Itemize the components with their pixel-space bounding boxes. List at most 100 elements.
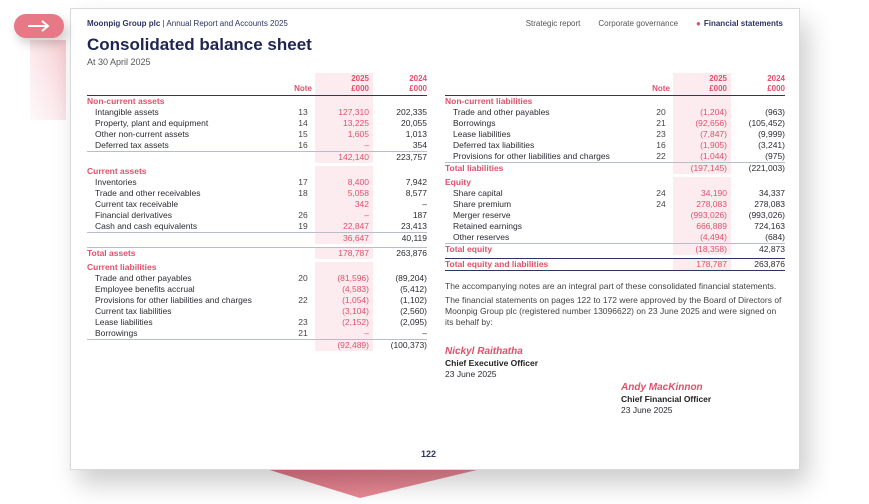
table-row: Lease liabilities 23 (7,847) (9,999): [445, 129, 785, 140]
company-name: Moonpig Group plc: [87, 18, 161, 28]
arrow-right-icon: [28, 20, 50, 32]
signatory-name: Nickyl Raithatha: [445, 346, 523, 357]
signatory-date: 23 June 2025: [621, 405, 673, 415]
section-heading: Equity: [445, 177, 785, 188]
value-2025: (4,494): [673, 232, 731, 243]
value-2025: (1,054): [315, 295, 373, 306]
value-2024: 23,413: [401, 221, 427, 231]
nav-strategic-report[interactable]: Strategic report: [526, 19, 581, 28]
table-row: Other reserves (4,494) (684): [445, 232, 785, 243]
row-label: Other reserves: [453, 232, 510, 242]
signatory-ceo: Nickyl Raithatha Chief Executive Officer…: [445, 345, 538, 380]
table-row: Current tax liabilities (3,104) (2,560): [87, 306, 427, 317]
row-note: [649, 96, 673, 107]
row-label: Non-current assets: [87, 96, 165, 106]
nav-financial-statements[interactable]: ● Financial statements: [696, 19, 783, 28]
row-label: Merger reserve: [453, 210, 511, 220]
value-2025: [315, 166, 373, 177]
value-2024: 1,013: [405, 129, 427, 139]
table-row: Share capital 24 34,190 34,337: [445, 188, 785, 199]
col-note: Note: [294, 84, 312, 93]
table-row: Property, plant and equipment 14 13,225 20,…: [87, 118, 427, 129]
value-2024: (1,102): [400, 295, 427, 305]
value-2024: 263,876: [396, 248, 427, 258]
row-note: 16: [656, 140, 666, 150]
row-label: Current liabilities: [87, 262, 157, 272]
row-note: 20: [298, 273, 308, 283]
col-note: Note: [652, 84, 670, 93]
nav-corporate-governance[interactable]: Corporate governance: [598, 19, 678, 28]
row-note: 22: [656, 151, 666, 161]
value-2025: [673, 96, 731, 107]
section-heading: Non-current assets: [87, 96, 427, 107]
value-2025: 278,083: [673, 199, 731, 210]
row-note: 23: [298, 317, 308, 327]
table-row: Employee benefits accrual (4,583) (5,412): [87, 284, 427, 295]
value-2025: 342: [315, 199, 373, 210]
page-number: 122: [421, 449, 437, 459]
table-row: Share premium 24 278,083 278,083: [445, 199, 785, 210]
value-2025: (2,152): [315, 317, 373, 328]
row-label: Property, plant and equipment: [95, 118, 209, 128]
nav-label: Financial statements: [703, 18, 783, 28]
row-label: Current tax liabilities: [95, 306, 172, 316]
balance-sheet-page: Moonpig Group plc | Annual Report and Ac…: [70, 8, 800, 470]
row-label: Total liabilities: [445, 163, 504, 173]
col-2024-year: 2024: [409, 74, 427, 83]
section-heading: Current assets: [87, 166, 427, 177]
value-2024: (975): [765, 151, 785, 161]
row-note: [291, 306, 315, 317]
value-2024: (993,026): [748, 210, 785, 220]
row-label: Equity: [445, 177, 471, 187]
value-2025: 13,225: [315, 118, 373, 129]
table-row: Trade and other receivables 18 5,058 8,577: [87, 188, 427, 199]
table-row: Trade and other payables 20 (81,596) (89,20…: [87, 273, 427, 284]
value-2025: 22,847: [315, 221, 373, 232]
row-note: [291, 96, 315, 107]
row-note: [291, 233, 315, 244]
row-label: Lease liabilities: [95, 317, 153, 327]
row-note: [291, 248, 315, 259]
row-note: 24: [656, 199, 666, 209]
table-row: Other non-current assets 15 1,605 1,013: [87, 129, 427, 140]
arrow-tab-button[interactable]: [14, 14, 64, 38]
value-2024: 223,757: [396, 152, 427, 162]
col-2024-unit: £000: [409, 84, 427, 93]
value-2025: –: [315, 210, 373, 221]
col-2025-unit: £000: [351, 84, 369, 93]
row-note: [649, 244, 673, 255]
value-2025: (1,905): [673, 140, 731, 151]
value-2025: 5,058: [315, 188, 373, 199]
value-2024: 354: [412, 140, 427, 150]
value-2025: (197,145): [673, 163, 731, 174]
table-row: Cash and cash equivalents 19 22,847 23,413: [87, 221, 427, 232]
col-2025-year: 2025: [709, 74, 727, 83]
subtotal-row: 142,140 223,757: [87, 151, 427, 163]
value-2025: [673, 177, 731, 188]
value-2024: 724,163: [754, 221, 785, 231]
row-label: Deferred tax assets: [95, 140, 169, 150]
value-2024: 7,942: [405, 177, 427, 187]
row-label: Total equity: [445, 244, 493, 254]
value-2025: 34,190: [673, 188, 731, 199]
row-label: Total assets: [87, 248, 136, 258]
row-label: Other non-current assets: [95, 129, 190, 139]
value-2024: [373, 96, 427, 107]
value-2025: –: [315, 140, 373, 151]
value-2024: (684): [765, 232, 785, 242]
row-label: Provisions for other liabilities and cha…: [95, 295, 252, 305]
row-note: 16: [298, 140, 308, 150]
signatory-role: Chief Financial Officer: [621, 394, 712, 404]
value-2025: [315, 96, 373, 107]
table-row: Deferred tax assets 16– 354: [87, 140, 427, 151]
row-note: 19: [298, 221, 308, 231]
balance-sheet-table-part-1: Non-current assets Intangible assets 13 127…: [87, 96, 427, 351]
row-note: 26: [298, 210, 308, 220]
value-2025: 8,400: [315, 177, 373, 188]
value-2025: (3,104): [315, 306, 373, 317]
subtotal-row: Total equity and liabilities 178,787 263,8…: [445, 258, 785, 271]
approval-text: The financial statements on pages 122 to…: [445, 295, 782, 327]
row-note: [649, 259, 673, 270]
value-2024: [373, 166, 427, 177]
table-row: Lease liabilities 23 (2,152) (2,095): [87, 317, 427, 328]
